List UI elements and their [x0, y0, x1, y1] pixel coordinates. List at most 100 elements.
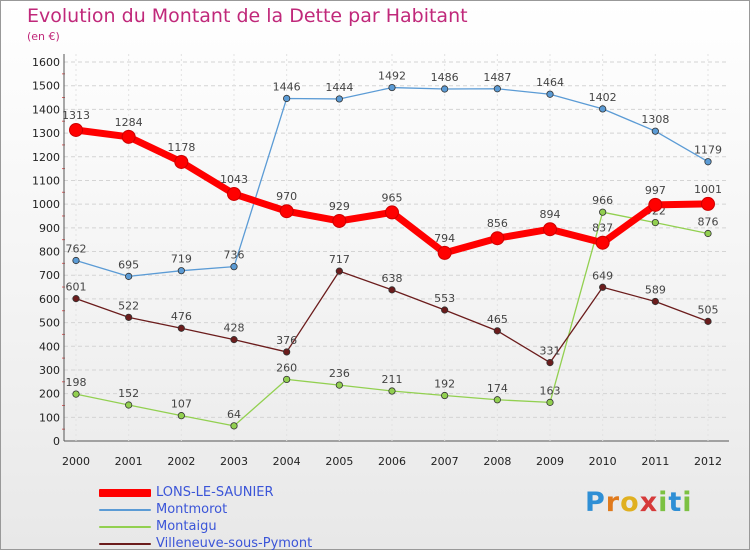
- data-point: [72, 295, 80, 303]
- data-point: [125, 401, 133, 409]
- data-point: [335, 381, 343, 389]
- data-point: [174, 154, 189, 169]
- x-tick-label: 2002: [167, 455, 195, 468]
- data-point: [279, 204, 294, 219]
- chart-title: Evolution du Montant de la Dette par Hab…: [27, 5, 468, 27]
- logo-letter: x: [639, 487, 659, 518]
- data-point: [283, 348, 291, 356]
- data-point: [543, 222, 557, 237]
- data-label: 260: [276, 361, 297, 374]
- y-tick-label: 1000: [32, 198, 60, 211]
- chart-unit-label: (en €): [27, 30, 60, 43]
- y-tick-label: 1500: [32, 80, 60, 93]
- legend-swatch: [99, 543, 151, 545]
- data-point: [230, 422, 238, 430]
- data-label: 638: [382, 272, 403, 285]
- data-label: 505: [698, 303, 719, 316]
- x-tick-label: 2011: [641, 455, 669, 468]
- x-tick-label: 2010: [589, 455, 617, 468]
- data-point: [599, 105, 607, 113]
- data-point: [335, 267, 343, 275]
- data-label: 211: [382, 373, 403, 386]
- x-tick-label: 2005: [325, 455, 353, 468]
- data-label: 107: [171, 398, 192, 411]
- data-label: 589: [645, 283, 666, 296]
- data-label: 966: [592, 194, 613, 207]
- data-point: [125, 272, 133, 280]
- data-label: 601: [66, 281, 87, 294]
- x-tick-label: 2004: [273, 455, 301, 468]
- data-label: 476: [171, 310, 192, 323]
- data-label: 1446: [273, 80, 301, 93]
- y-tick-label: 500: [39, 317, 60, 330]
- data-label: 1284: [115, 116, 143, 129]
- data-label: 163: [540, 384, 561, 397]
- data-label: 1178: [167, 141, 195, 154]
- data-label: 1444: [325, 81, 353, 94]
- data-point: [177, 412, 185, 420]
- y-tick-label: 800: [39, 246, 60, 259]
- y-tick-label: 200: [39, 388, 60, 401]
- data-label: 198: [66, 376, 87, 389]
- data-point: [388, 286, 396, 294]
- y-tick-label: 900: [39, 222, 60, 235]
- legend-swatch: [99, 526, 151, 528]
- x-tick-label: 2007: [431, 455, 459, 468]
- data-point: [651, 297, 659, 306]
- x-tick-label: 2009: [536, 455, 564, 468]
- data-label: 1313: [62, 109, 90, 122]
- logo-letter: i: [658, 487, 669, 518]
- data-label: 894: [540, 208, 561, 221]
- data-point: [72, 256, 80, 265]
- x-tick-label: 2000: [62, 455, 90, 468]
- data-label: 192: [434, 378, 455, 391]
- y-tick-label: 1600: [32, 56, 60, 69]
- data-label: 1486: [431, 71, 459, 84]
- data-label: 717: [329, 253, 350, 266]
- y-tick-label: 400: [39, 340, 60, 353]
- x-tick-label: 2006: [378, 455, 406, 468]
- data-point: [227, 186, 241, 201]
- y-tick-label: 1100: [32, 174, 60, 187]
- data-label: 376: [276, 334, 297, 347]
- legend-label: LONS-LE-SAUNIER: [156, 485, 274, 500]
- data-point: [177, 267, 185, 275]
- data-point: [283, 375, 291, 384]
- data-point: [493, 327, 501, 335]
- data-label: 331: [540, 345, 561, 358]
- data-point: [493, 85, 501, 93]
- y-tick-label: 1400: [32, 103, 60, 116]
- data-point: [648, 197, 663, 212]
- data-point: [546, 90, 554, 98]
- y-tick-label: 600: [39, 293, 60, 306]
- logo-letter: P: [585, 487, 606, 518]
- data-point: [546, 398, 554, 406]
- y-tick-label: 700: [39, 269, 60, 282]
- data-label: 929: [329, 200, 350, 213]
- data-point: [546, 358, 554, 367]
- data-point: [441, 391, 449, 400]
- y-tick-label: 100: [39, 411, 60, 424]
- data-label: 1308: [641, 113, 669, 126]
- data-label: 428: [224, 322, 245, 335]
- data-point: [704, 229, 712, 238]
- data-label: 174: [487, 382, 508, 395]
- data-label: 649: [592, 269, 613, 282]
- y-tick-label: 0: [53, 435, 60, 448]
- x-tick-label: 2003: [220, 455, 248, 468]
- data-label: 997: [645, 184, 666, 197]
- legend-label: Villeneuve-sous-Pymont: [156, 536, 313, 551]
- x-tick-label: 2008: [483, 455, 511, 468]
- data-point: [335, 95, 343, 103]
- data-label: 553: [434, 292, 455, 305]
- data-point: [651, 127, 659, 135]
- logo-letter: t: [668, 487, 683, 518]
- data-point: [437, 245, 452, 260]
- data-point: [701, 196, 715, 211]
- data-label: 762: [66, 243, 87, 256]
- data-point: [283, 94, 291, 103]
- data-point: [230, 263, 238, 271]
- data-point: [599, 208, 607, 216]
- legend-label: Montmorot: [156, 502, 228, 517]
